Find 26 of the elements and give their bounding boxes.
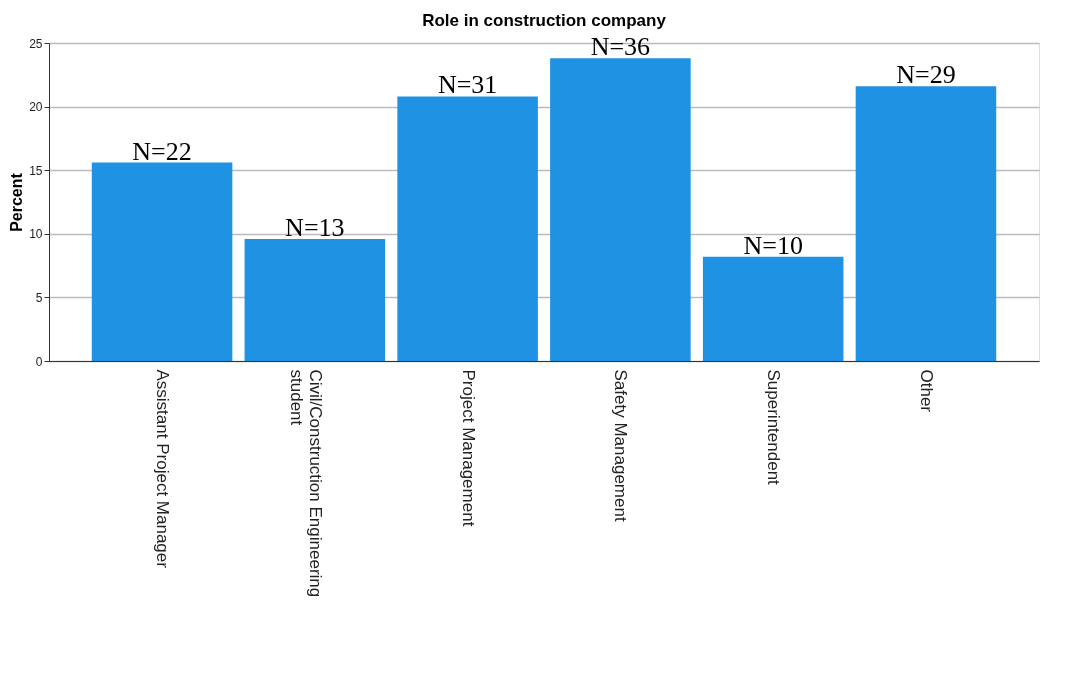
annotation: N=31 (437, 70, 498, 100)
y-tick-label: 25 (29, 36, 43, 51)
y-tick-label: 20 (29, 100, 43, 115)
bar (550, 58, 691, 361)
bar (91, 162, 233, 361)
x-tick-label: Project Management (458, 369, 478, 527)
annotation: N=22 (132, 136, 192, 166)
y-tick-label: 0 (35, 354, 43, 369)
bar (244, 238, 386, 361)
x-tick-label: Assistant Project Manager (153, 369, 173, 569)
x-tick-label: Superintendent (764, 369, 784, 486)
x-tick-label: Other (916, 369, 936, 413)
y-axis-title: Percent (8, 172, 26, 232)
annotation: N=10 (743, 230, 803, 260)
annotation: N=29 (896, 60, 956, 90)
x-tick-label: Civil/Construction Engineering student (286, 369, 325, 598)
y-tick-label: 15 (29, 163, 43, 178)
y-tick-label: 10 (29, 227, 43, 242)
chart-title: Role in construction company (422, 11, 667, 31)
bar (397, 96, 538, 361)
bar (702, 256, 844, 361)
bar (855, 86, 997, 361)
annotation: N=36 (590, 32, 651, 62)
y-tick-label: 5 (35, 290, 43, 305)
annotation: N=13 (285, 212, 345, 242)
x-tick-label: Safety Management (611, 369, 631, 522)
